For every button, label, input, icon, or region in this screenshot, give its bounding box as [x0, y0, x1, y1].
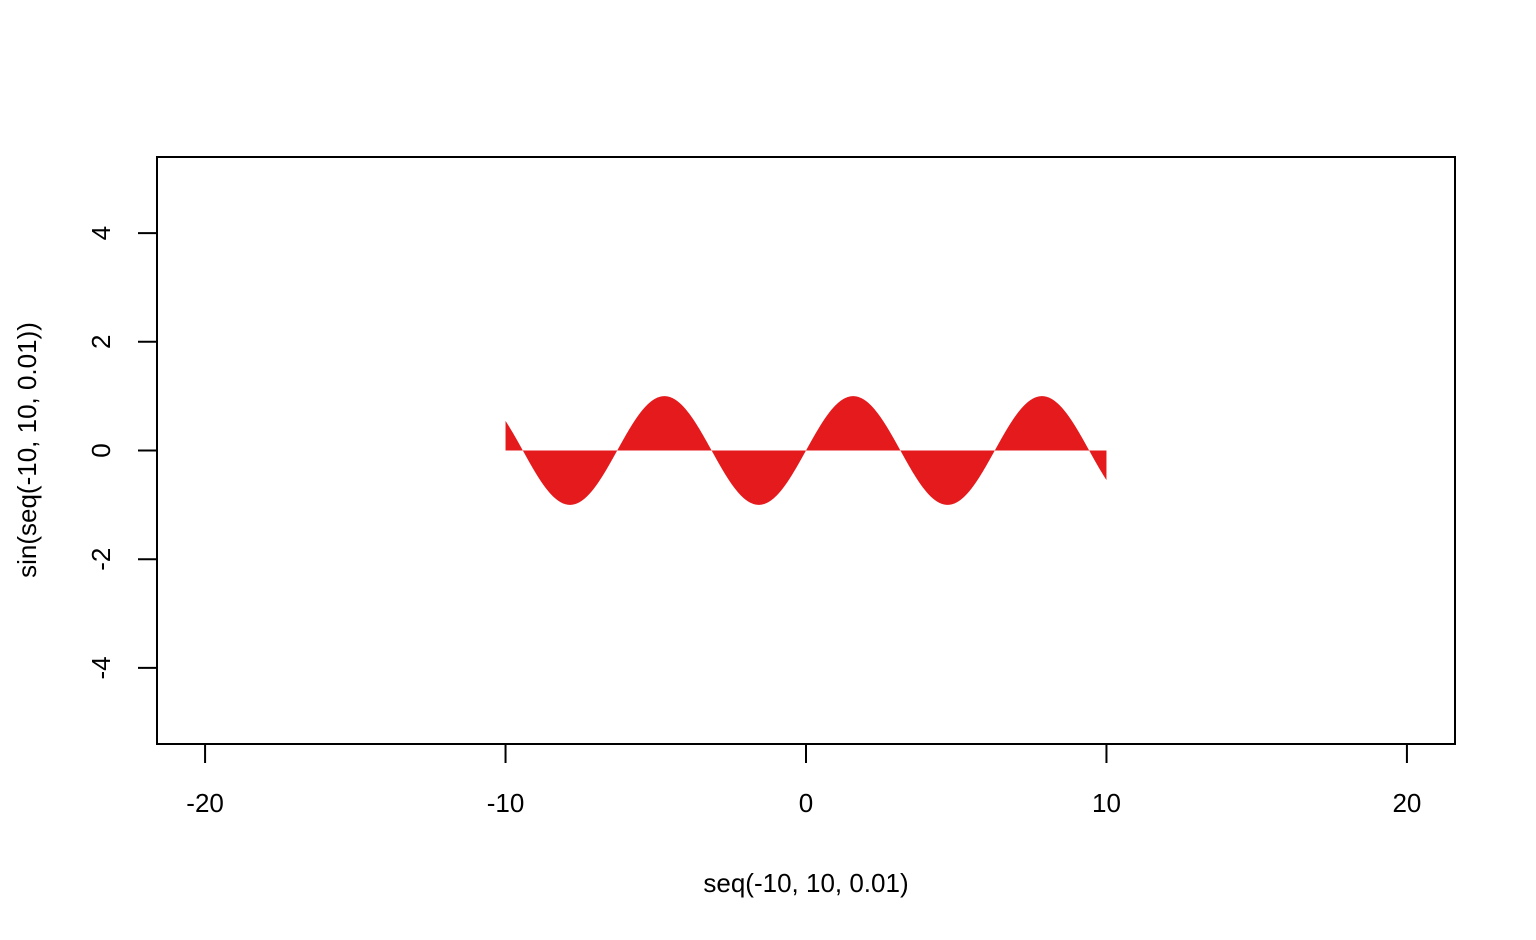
x-tick-label: 20: [1392, 788, 1421, 818]
x-axis-title: seq(-10, 10, 0.01): [703, 868, 908, 898]
y-tick-label: 0: [86, 443, 116, 457]
y-tick-label: 2: [86, 335, 116, 349]
y-tick-label: -2: [86, 548, 116, 571]
x-tick-label: 10: [1092, 788, 1121, 818]
x-tick-label: 0: [799, 788, 813, 818]
area-layer: [505, 396, 1107, 505]
x-tick-label: -20: [186, 788, 224, 818]
y-tick-label: 4: [86, 226, 116, 240]
y-axis: -4 -2 0 2 4: [86, 226, 158, 679]
y-axis-title: sin(seq(-10, 10, 0.01)): [12, 322, 42, 578]
y-tick-label: -4: [86, 656, 116, 679]
x-tick-label: -10: [487, 788, 525, 818]
area-series-0: [505, 396, 1107, 505]
x-axis: -20 -10 0 10 20: [186, 743, 1421, 818]
